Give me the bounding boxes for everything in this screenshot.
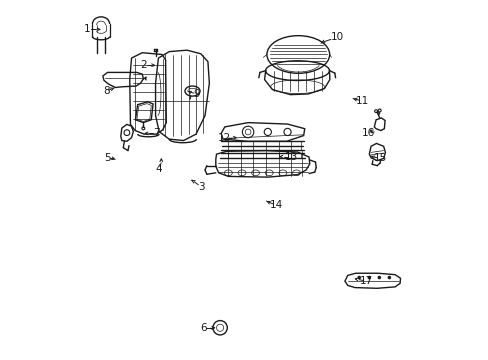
Text: 4: 4 xyxy=(155,164,162,174)
Text: 9: 9 xyxy=(193,89,200,99)
Text: 5: 5 xyxy=(104,153,111,163)
Text: 13: 13 xyxy=(284,152,297,162)
Text: 10: 10 xyxy=(330,32,343,42)
Text: 14: 14 xyxy=(269,200,282,210)
Text: 1: 1 xyxy=(84,24,91,35)
Text: 16: 16 xyxy=(361,129,374,138)
Text: 6: 6 xyxy=(200,323,206,333)
Circle shape xyxy=(378,109,380,112)
Circle shape xyxy=(357,276,360,279)
Circle shape xyxy=(367,276,370,279)
Text: 17: 17 xyxy=(359,276,372,286)
Circle shape xyxy=(377,112,379,114)
Text: 8: 8 xyxy=(103,86,109,96)
Circle shape xyxy=(142,127,144,130)
Text: 2: 2 xyxy=(140,60,146,70)
Text: 7: 7 xyxy=(153,129,160,138)
Circle shape xyxy=(374,110,377,113)
Text: 3: 3 xyxy=(198,182,204,192)
Text: 15: 15 xyxy=(373,153,386,163)
Text: 11: 11 xyxy=(355,96,369,106)
Circle shape xyxy=(377,276,380,279)
Text: 12: 12 xyxy=(218,133,231,143)
Circle shape xyxy=(387,276,390,279)
